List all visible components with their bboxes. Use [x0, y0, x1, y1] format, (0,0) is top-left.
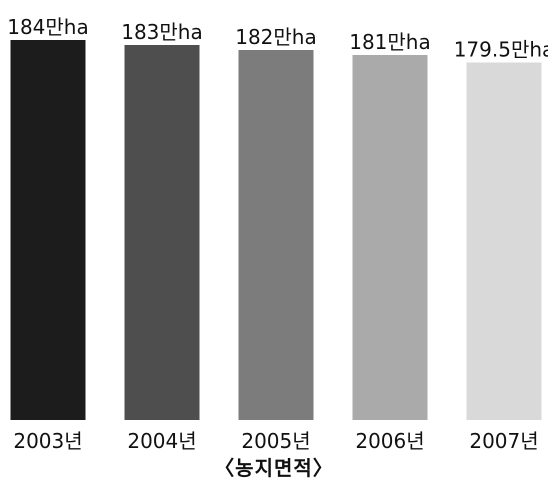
bar-1 [10, 40, 86, 420]
x-tick-labels-group: 2003년 2004년 2005년 2006년 2007년 [13, 429, 538, 453]
bars-group [10, 40, 542, 420]
bar-5 [466, 62, 542, 420]
value-labels-group: 184만ha 183만ha 182만ha 181만ha 179.5만ha [7, 15, 548, 62]
bar-4 [352, 55, 428, 420]
x-tick-label-3: 2005년 [241, 429, 310, 453]
value-label-3: 182만ha [235, 25, 317, 49]
x-tick-label-1: 2003년 [13, 429, 82, 453]
chart-caption: 〈농지면적〉 [214, 456, 334, 480]
x-tick-label-5: 2007년 [469, 429, 538, 453]
x-tick-label-2: 2004년 [127, 429, 196, 453]
value-label-2: 183만ha [121, 20, 203, 44]
value-label-5: 179.5만ha [454, 38, 548, 62]
value-label-1: 184만ha [7, 15, 89, 39]
value-label-4: 181만ha [349, 30, 431, 54]
bar-3 [238, 50, 314, 420]
bar-2 [124, 45, 200, 420]
x-tick-label-4: 2006년 [355, 429, 424, 453]
